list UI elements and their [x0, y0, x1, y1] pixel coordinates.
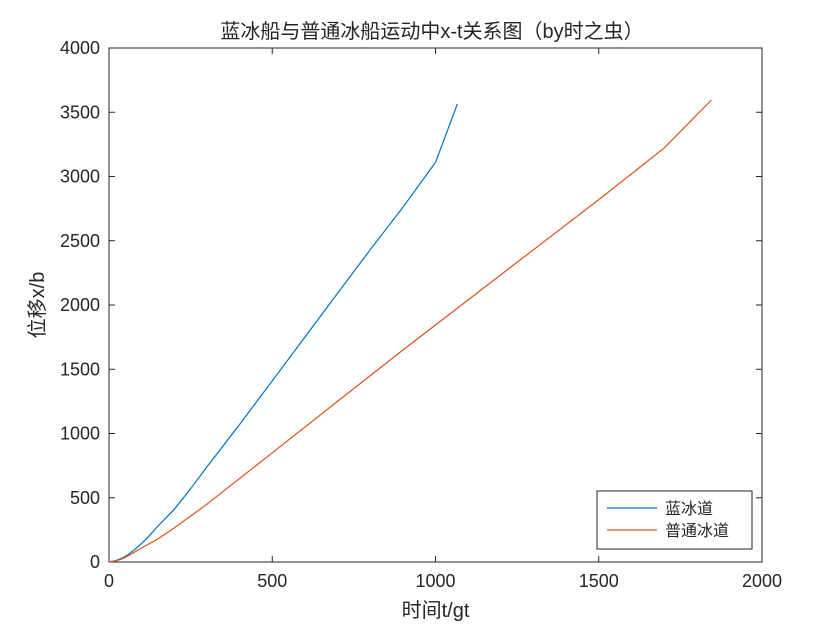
plot-area: 0 500 1000 1500 2000 0 500 1000 1500 2000 2500 3000… [60, 38, 782, 591]
series-line-1 [108, 103, 458, 563]
y-tick-label: 0 [90, 552, 100, 572]
y-tick-label: 1500 [60, 359, 100, 379]
series-line-2 [108, 99, 712, 563]
legend-label-2: 普通冰道 [665, 522, 729, 540]
axis-ticks: 0 500 1000 1500 2000 0 500 1000 1500 2000 2500 3000… [60, 38, 782, 591]
x-tick-label: 1000 [415, 571, 455, 591]
chart-title: 蓝冰船与普通冰船运动中x-t关系图（by时之虫） [220, 20, 643, 43]
x-tick-label: 500 [257, 571, 287, 591]
x-tick-label: 2000 [742, 571, 782, 591]
axes-box [108, 47, 763, 563]
y-tick-label: 3000 [60, 167, 100, 187]
y-tick-label: 2000 [60, 295, 100, 315]
y-tick-label: 500 [70, 488, 100, 508]
y-tick-label: 1000 [60, 424, 100, 444]
y-axis-label: 位移x/b [26, 272, 49, 339]
x-tick-label: 1500 [579, 571, 619, 591]
x-tick-label: 0 [104, 571, 114, 591]
y-tick-label: 4000 [60, 38, 100, 58]
x-axis-label: 时间t/gt [402, 599, 470, 622]
series-lines [108, 99, 712, 563]
y-tick-label: 2500 [60, 231, 100, 251]
legend-label-1: 蓝冰道 [665, 500, 713, 518]
y-tick-label: 3500 [60, 102, 100, 122]
legend-box [596, 490, 753, 550]
